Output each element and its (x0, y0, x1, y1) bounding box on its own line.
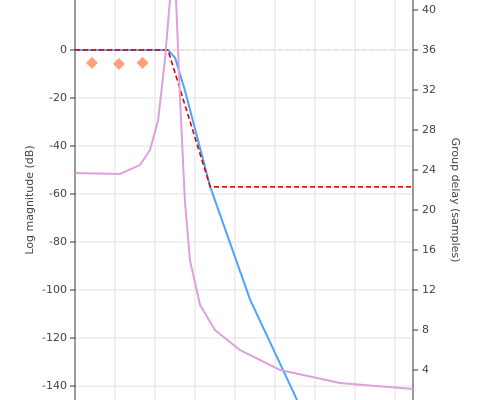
grid (75, 0, 413, 400)
y2-tick-label: 12 (422, 283, 436, 296)
y-tick-label: -120 (42, 331, 67, 344)
marker (85, 56, 98, 69)
y-label: Log magnitude (dB) (23, 145, 36, 254)
y-tick-label: -40 (49, 139, 67, 152)
plot-area (75, 0, 413, 400)
y2-tick-label: 24 (422, 163, 436, 176)
y2-tick-label: 20 (422, 203, 436, 216)
y2-tick-label: 8 (422, 323, 429, 336)
y-tick-label: -140 (42, 379, 67, 392)
marker (112, 57, 125, 70)
y2-tick-label: 32 (422, 83, 436, 96)
series-line (75, 0, 413, 390)
y2-tick-label: 36 (422, 43, 436, 56)
series-line (75, 49, 413, 188)
y2-tick-label: 16 (422, 243, 436, 256)
y2-tick-label: 4 (422, 363, 429, 376)
y2-tick-label: 40 (422, 3, 436, 16)
y-tick-label: -100 (42, 283, 67, 296)
y2-tick-label: 28 (422, 123, 436, 136)
y2-label: Group delay (samples) (449, 138, 462, 263)
marker (136, 56, 149, 69)
y-tick-label: -20 (49, 91, 67, 104)
y-tick-label: -60 (49, 187, 67, 200)
y-tick-label: -80 (49, 235, 67, 248)
y-tick-label: 0 (60, 43, 67, 56)
